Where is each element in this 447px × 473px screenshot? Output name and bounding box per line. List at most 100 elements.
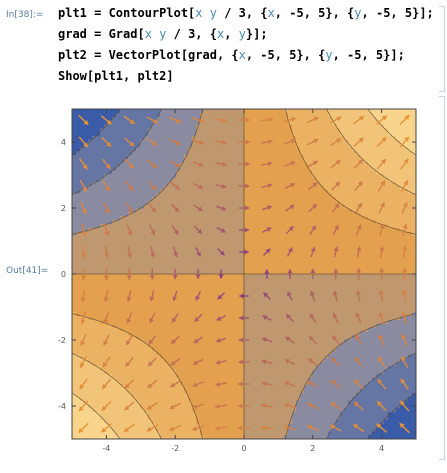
contour-cell (252, 274, 257, 279)
contour-cell (88, 216, 93, 221)
contour-cell (244, 369, 249, 375)
contour-cell (192, 224, 197, 229)
contour-cell (204, 377, 209, 382)
contour-cell (300, 277, 305, 283)
contour-cell (264, 266, 269, 271)
contour-cell (272, 289, 277, 294)
contour-cell (276, 435, 281, 440)
contour-cell (208, 331, 213, 336)
contour-cell (180, 266, 185, 271)
contour-cell (188, 143, 193, 148)
contour-cell (116, 404, 121, 409)
contour-cell (136, 139, 141, 144)
contour-cell (108, 312, 113, 317)
contour-cell (272, 293, 277, 298)
contour-cell (72, 339, 77, 344)
contour-cell (284, 404, 289, 409)
contour-cell (72, 343, 77, 348)
contour-cell (136, 289, 141, 294)
contour-cell (244, 419, 249, 425)
contour-cell (204, 243, 209, 248)
contour-cell (128, 343, 133, 348)
contour-cell (88, 174, 93, 179)
contour-cell (288, 335, 293, 340)
code-line[interactable]: plt1 = ContourPlot[x y / 3, {x, -5, 5}, … (58, 6, 434, 20)
contour-cell (188, 112, 193, 118)
contour-cell (104, 166, 109, 171)
contour-cell (276, 396, 281, 402)
input-cell-bracket[interactable] (439, 6, 445, 92)
contour-cell (256, 373, 261, 379)
contour-cell (216, 373, 221, 379)
contour-cell (200, 124, 205, 129)
contour-cell (120, 270, 125, 275)
contour-cell (92, 270, 97, 275)
contour-cell (152, 346, 157, 352)
contour-cell (232, 220, 237, 225)
contour-cell (280, 339, 285, 344)
contour-cell (220, 266, 225, 271)
contour-cell (200, 170, 205, 175)
code-line[interactable]: grad = Grad[x y / 3, {x, y}]; (58, 27, 268, 41)
contour-cell (184, 220, 189, 225)
contour-cell (148, 197, 153, 202)
contour-cell (104, 147, 109, 152)
contour-cell (96, 270, 101, 275)
contour-cell (220, 350, 225, 355)
code-line[interactable]: Show[plt1, plt2] (58, 69, 174, 83)
contour-cell (252, 435, 257, 440)
contour-cell (76, 297, 81, 302)
contour-cell (76, 285, 81, 290)
contour-cell (212, 189, 217, 194)
contour-cell (140, 419, 145, 425)
code-line[interactable]: plt2 = VectorPlot[grad, {x, -5, 5}, {y, … (58, 48, 405, 62)
contour-cell (100, 358, 105, 363)
contour-cell (232, 343, 237, 348)
contour-cell (152, 316, 157, 321)
contour-cell (288, 389, 293, 394)
contour-cell (84, 147, 89, 152)
contour-cell (208, 143, 213, 148)
contour-cell (232, 262, 237, 267)
contour-cell (96, 392, 101, 398)
contour-cell (168, 389, 173, 394)
contour-cell (176, 389, 181, 394)
contour-cell (196, 431, 201, 436)
contour-cell (132, 247, 137, 252)
contour-cell (168, 366, 173, 371)
contour-cell (296, 304, 301, 309)
contour-cell (260, 293, 265, 298)
contour-cell (244, 270, 249, 275)
contour-cell (140, 231, 145, 237)
contour-cell (88, 320, 93, 325)
contour-cell (100, 354, 105, 359)
contour-cell (192, 435, 197, 440)
contour-cell (232, 116, 237, 121)
contour-cell (176, 320, 181, 325)
contour-cell (264, 385, 269, 390)
contour-cell (96, 323, 101, 329)
contour-cell (164, 377, 169, 382)
contour-cell (260, 362, 265, 367)
contour-cell (140, 116, 145, 121)
contour-cell (120, 181, 125, 187)
contour-cell (148, 208, 153, 214)
contour-cell (92, 227, 97, 233)
contour-cell (120, 304, 125, 309)
contour-cell (176, 258, 181, 263)
contour-cell (188, 212, 193, 217)
contour-cell (292, 274, 297, 279)
contour-cell (160, 266, 165, 271)
contour-cell (136, 389, 141, 394)
contour-cell (188, 224, 193, 229)
contour-cell (236, 350, 241, 355)
contour-cell (288, 331, 293, 336)
contour-cell (172, 258, 177, 263)
contour-cell (168, 166, 173, 171)
contour-cell (92, 335, 97, 340)
contour-cell (248, 247, 253, 252)
contour-cell (280, 354, 285, 359)
contour-cell (100, 400, 105, 405)
contour-cell (156, 208, 161, 214)
output-cell-bracket[interactable] (439, 96, 445, 460)
